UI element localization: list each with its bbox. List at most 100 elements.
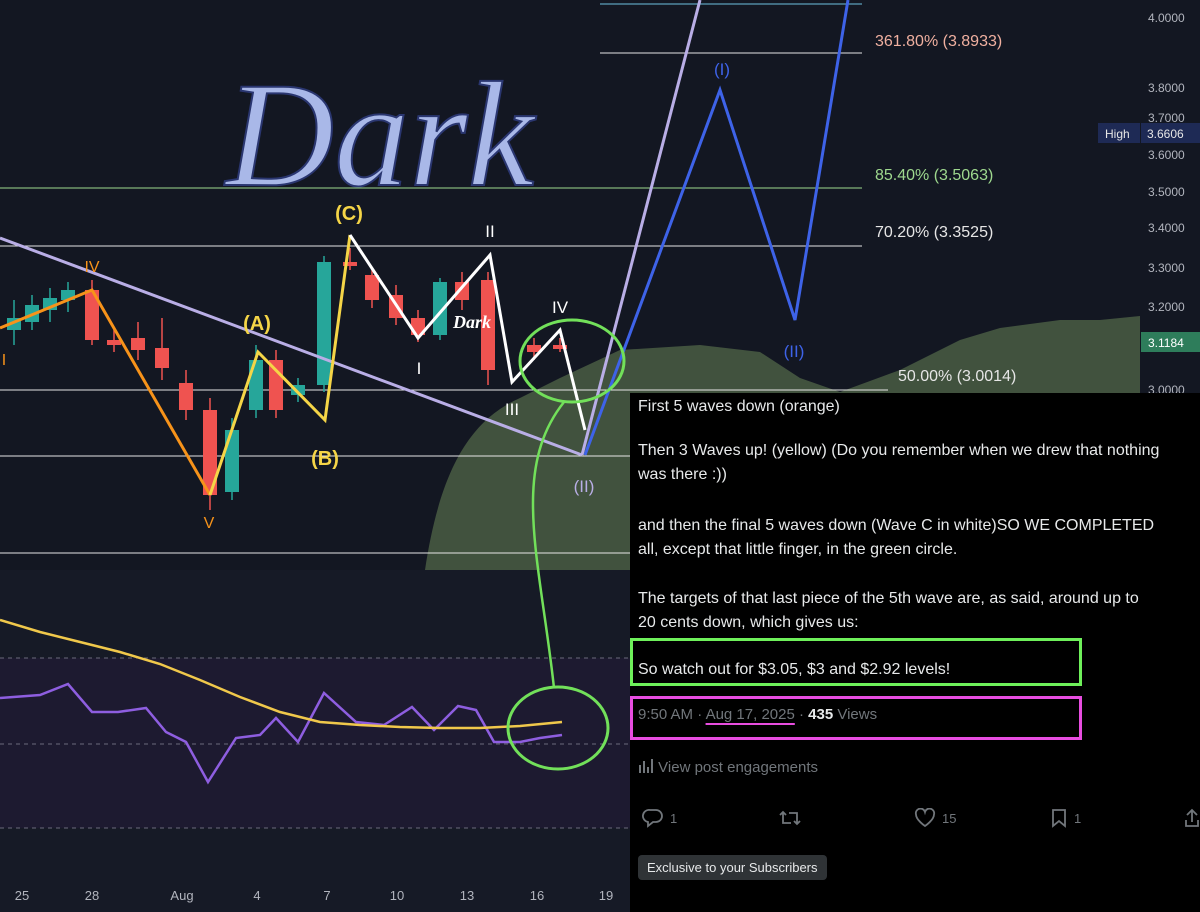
white-wave-label-i: I (417, 359, 422, 378)
bookmark-button[interactable]: 1 (1050, 808, 1081, 828)
price-axis-tick: 3.7000 (1148, 111, 1185, 125)
x-axis-tick: 25 (15, 888, 29, 903)
post-paragraph-4a: The targets of that last piece of the 5t… (638, 590, 1139, 607)
current-price: 3.1184 (1148, 336, 1184, 350)
yellow-wave-path (208, 234, 352, 496)
candle-body (291, 385, 305, 395)
white-wave-label-ii: II (485, 222, 494, 241)
yellow-wave-label-a: (A) (243, 313, 271, 335)
bookmark-icon (1052, 809, 1066, 828)
blue-projection-path (583, 0, 850, 456)
dark-watermark: Dark (224, 52, 537, 218)
fib-level-label: 361.80% (3.8933) (875, 33, 1002, 50)
bookmark-count: 1 (1074, 810, 1082, 826)
like-count: 15 (942, 810, 957, 826)
high-tag (1098, 123, 1140, 143)
x-axis-tick: 10 (390, 888, 404, 903)
candle-body (553, 345, 567, 349)
orange-wave-label-iv: IV (84, 259, 99, 276)
candle-body (481, 280, 495, 370)
white-wave-label-iii: III (505, 400, 519, 419)
rsi-line (0, 682, 563, 785)
blue-wave-label-i: (I) (714, 60, 730, 79)
candle-body (107, 340, 121, 345)
reply-icon (642, 809, 663, 828)
fib-level-label: 50.00% (3.0014) (898, 368, 1016, 385)
exclusive-badge[interactable]: Exclusive to your Subscribers (638, 855, 827, 880)
candle-body (365, 275, 379, 300)
reply-button[interactable]: 1 (642, 808, 677, 828)
candle-body (179, 383, 193, 410)
engagements-label: View post engagements (658, 759, 819, 776)
green-highlight-box (630, 638, 1082, 686)
candle-body (85, 290, 99, 340)
price-axis-tick: 4.0000 (1148, 11, 1185, 25)
social-post-panel: First 5 waves down (orange) Then 3 Waves… (630, 393, 1200, 912)
orange-wave-label-i: I (2, 352, 6, 369)
share-icon (1185, 808, 1199, 827)
x-axis-tick: 16 (530, 888, 544, 903)
post-paragraph-1: First 5 waves down (orange) (638, 398, 840, 415)
candle-body (433, 282, 447, 335)
candle-body (455, 282, 469, 300)
post-paragraph-2a: Then 3 Waves up! (yellow) (Do you rememb… (638, 442, 1160, 459)
candle-body (61, 290, 75, 300)
rsi-ma-line (0, 618, 563, 730)
share-button[interactable] (1184, 808, 1200, 828)
view-engagements-link[interactable]: View post engagements (638, 759, 818, 776)
white-wave-label-iv: IV (552, 298, 569, 317)
post-paragraph-4b: 20 cents down, which gives us: (638, 614, 859, 631)
like-button[interactable]: 15 (914, 808, 956, 828)
repost-button[interactable] (778, 808, 802, 828)
candle-body (343, 262, 357, 266)
blue-wave-label-ii: (II) (784, 342, 805, 361)
white-wave-label-ii-paren: (II) (574, 477, 595, 496)
green-circle-rsi (506, 685, 610, 771)
high-tag-label: High (1105, 127, 1130, 141)
inline-watermark: Dark (452, 312, 491, 332)
price-axis-tick: 3.2000 (1148, 300, 1185, 314)
post-actions: 1 15 1 (638, 808, 1200, 832)
orange-wave-path (0, 288, 212, 496)
ichimoku-cloud (425, 316, 1140, 570)
pink-highlight-box (630, 696, 1082, 740)
analytics-icon (639, 759, 653, 773)
repost-icon (779, 810, 801, 826)
post-time[interactable]: 9:50 AM (638, 706, 694, 723)
price-axis-tick: 3.3000 (1148, 261, 1185, 275)
current-price-tag (1141, 332, 1200, 352)
price-axis-tick: 3.5000 (1148, 185, 1185, 199)
post-meta: 9:50 AM · Aug 17, 2025 · 435 Views (638, 706, 878, 723)
candle-body (249, 360, 263, 410)
reply-count: 1 (670, 810, 678, 826)
high-value-tag (1141, 123, 1200, 143)
x-axis-tick: 4 (253, 888, 260, 903)
x-axis-tick: 19 (599, 888, 613, 903)
post-paragraph-3a: and then the final 5 waves down (Wave C … (638, 517, 1155, 534)
green-connector-curve (531, 401, 565, 689)
fib-level-label: 85.40% (3.5063) (875, 167, 993, 184)
post-paragraph-2b: was there :)) (638, 466, 727, 483)
candle-body (269, 360, 283, 410)
candle-body (317, 262, 331, 385)
fib-level-label: 70.20% (3.3525) (875, 224, 993, 241)
yellow-wave-label-b: (B) (311, 448, 339, 470)
trendline-upper (0, 236, 583, 457)
candle-body (203, 410, 217, 495)
candle-body (155, 348, 169, 368)
x-axis-tick: 7 (323, 888, 330, 903)
post-date[interactable]: Aug 17, 2025 (705, 706, 795, 723)
high-value: 3.6606 (1147, 127, 1184, 141)
price-axis-tick: 3.4000 (1148, 221, 1185, 235)
heart-icon (914, 808, 936, 828)
x-axis-tick: 28 (85, 888, 99, 903)
white-wave-path (348, 234, 587, 431)
candle-body (131, 338, 145, 350)
x-axis-tick: Aug (170, 888, 193, 903)
views-count: 435 (808, 706, 834, 723)
green-circle-price (518, 318, 626, 404)
views-label: Views (837, 706, 878, 723)
price-axis-tick: 3.6000 (1148, 148, 1185, 162)
post-paragraph-3b: all, except that little finger, in the g… (638, 541, 958, 558)
candle-body (225, 430, 239, 492)
